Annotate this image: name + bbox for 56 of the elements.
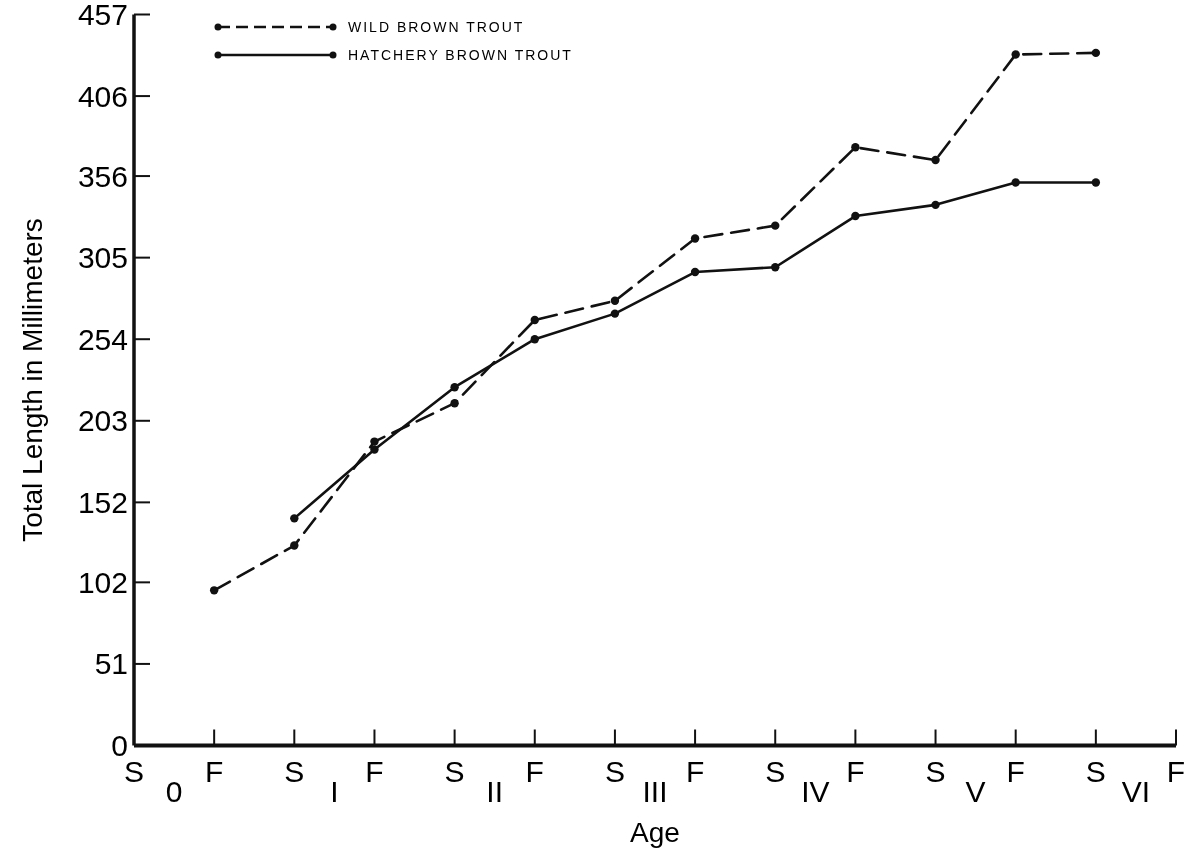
point — [290, 541, 299, 550]
x-tick-label: F — [1166, 754, 1186, 788]
point — [209, 586, 219, 595]
x-tick-label: F — [846, 754, 865, 788]
point — [771, 221, 780, 230]
y-tick-label: 406 — [77, 79, 128, 113]
point — [530, 335, 539, 344]
x-tick-label: S — [1085, 754, 1106, 788]
point — [690, 234, 700, 243]
y-tick-label: 457 — [77, 0, 128, 31]
point — [851, 211, 860, 221]
point — [690, 267, 700, 277]
point — [290, 514, 299, 523]
x-axis-title: Age — [630, 816, 680, 848]
legend-label: WILD BROWN TROUT — [348, 18, 525, 35]
text: I — [330, 774, 339, 808]
text: II — [486, 774, 504, 808]
point — [610, 309, 620, 318]
point — [610, 296, 620, 306]
text: III — [642, 774, 668, 808]
point — [450, 383, 459, 392]
x-tick-label: F — [525, 754, 544, 788]
point — [771, 263, 780, 272]
x-tick-label: S — [925, 754, 946, 788]
point — [1091, 48, 1101, 58]
point — [931, 155, 940, 165]
x-tick-label: F — [685, 754, 705, 788]
legend-label: HATCHERY BROWN TROUT — [348, 46, 573, 63]
x-tick-label: S — [765, 754, 786, 788]
y-tick-label: 152 — [77, 485, 128, 519]
text: V — [965, 774, 986, 808]
point — [370, 437, 379, 446]
y-tick-label: 356 — [77, 159, 128, 193]
point — [851, 143, 860, 152]
y-tick-label: 102 — [77, 565, 128, 599]
x-tick-label: S — [284, 754, 305, 788]
point — [1011, 178, 1020, 187]
y-tick-label: 203 — [77, 404, 128, 438]
y-tick-label: 254 — [77, 322, 128, 356]
y-tick-label: 51 — [94, 647, 128, 681]
x-tick-label: S — [604, 754, 625, 788]
x-tick-label: S — [444, 754, 465, 788]
point — [1011, 50, 1020, 59]
point — [530, 315, 539, 325]
point — [931, 200, 940, 210]
x-tick-label: F — [365, 754, 384, 788]
point — [1091, 178, 1101, 187]
x-tick-label: F — [1006, 754, 1025, 788]
text: IV — [801, 774, 830, 808]
point — [450, 398, 459, 408]
x-tick-label: F — [204, 754, 224, 788]
y-tick-label: 305 — [77, 241, 128, 275]
text: VI — [1121, 774, 1151, 808]
text: 0 — [165, 774, 183, 808]
y-axis-title: Total Length in Millimeters — [17, 218, 48, 542]
point — [370, 445, 379, 454]
